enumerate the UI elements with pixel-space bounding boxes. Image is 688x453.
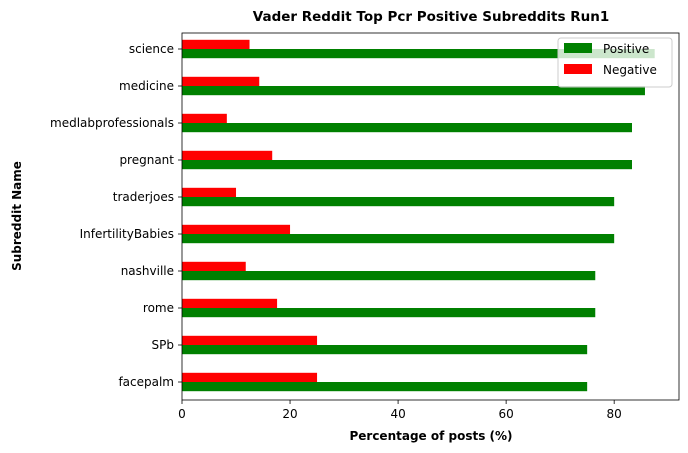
bar-positive-rome bbox=[182, 308, 596, 318]
y-tick-label: traderjoes bbox=[113, 190, 174, 204]
x-axis-ticks: 0 20 40 60 80 bbox=[178, 400, 622, 421]
plot-frame bbox=[181, 32, 680, 401]
y-tick-label: facepalm bbox=[118, 375, 174, 389]
y-tick-label: science bbox=[129, 42, 174, 56]
legend: Positive Negative bbox=[557, 37, 673, 88]
bar-positive-traderjoes bbox=[182, 197, 615, 207]
x-tick-label: 80 bbox=[607, 407, 622, 421]
bar-positive-medlabprofessionals bbox=[182, 123, 633, 133]
bars-group bbox=[182, 39, 655, 392]
legend-swatch-positive bbox=[564, 43, 592, 53]
bar-positive-science bbox=[182, 49, 655, 59]
y-tick-label: pregnant bbox=[119, 153, 174, 167]
bar-negative-nashville bbox=[182, 261, 246, 271]
bar-negative-infertilitybabies bbox=[182, 224, 291, 234]
bar-negative-medicine bbox=[182, 76, 260, 86]
y-tick-label: nashville bbox=[121, 264, 174, 278]
y-tick-label: rome bbox=[143, 301, 174, 315]
legend-label-negative: Negative bbox=[603, 63, 657, 77]
bar-negative-science bbox=[182, 39, 250, 49]
x-tick-label: 20 bbox=[282, 407, 297, 421]
x-tick-label: 0 bbox=[178, 407, 186, 421]
y-axis-ticks: science medicine medlabprofessionals pregna… bbox=[50, 42, 182, 389]
bar-positive-spb bbox=[182, 345, 588, 355]
y-tick-label: medicine bbox=[119, 79, 174, 93]
y-tick-label: InfertilityBabies bbox=[80, 227, 174, 241]
bar-negative-facepalm bbox=[182, 372, 318, 382]
chart-title: Vader Reddit Top Pcr Positive Subreddits… bbox=[253, 9, 610, 25]
legend-label-positive: Positive bbox=[603, 42, 649, 56]
y-axis-label: Subreddit Name bbox=[10, 161, 24, 271]
bar-negative-rome bbox=[182, 298, 278, 308]
bar-negative-pregnant bbox=[182, 150, 273, 160]
bar-negative-traderjoes bbox=[182, 187, 237, 197]
bar-positive-infertilitybabies bbox=[182, 234, 615, 244]
y-tick-label: medlabprofessionals bbox=[50, 116, 174, 130]
x-axis-label: Percentage of posts (%) bbox=[349, 429, 512, 443]
bar-positive-pregnant bbox=[182, 160, 633, 170]
y-tick-label: SPb bbox=[152, 338, 174, 352]
bar-positive-nashville bbox=[182, 271, 596, 281]
legend-swatch-negative bbox=[564, 64, 592, 74]
x-tick-label: 60 bbox=[498, 407, 513, 421]
bar-negative-medlabprofessionals bbox=[182, 113, 227, 123]
x-tick-label: 40 bbox=[390, 407, 405, 421]
bar-positive-medicine bbox=[182, 86, 645, 96]
bar-negative-spb bbox=[182, 335, 318, 345]
bar-positive-facepalm bbox=[182, 382, 588, 392]
